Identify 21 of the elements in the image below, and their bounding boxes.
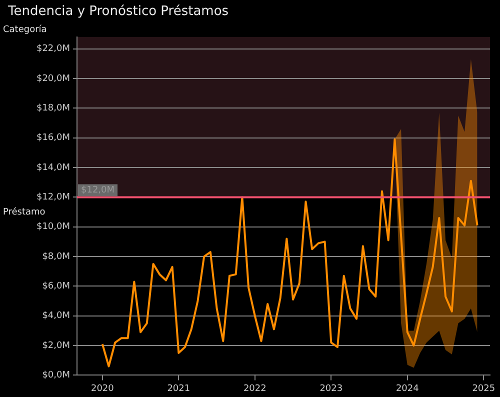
y-tick-label: $0,0M [42,370,70,381]
y-tick-label: $16,0M [36,133,70,144]
x-tick-label: 2023 [320,384,343,394]
chart-title: Tendencia y Pronóstico Préstamos [8,4,229,19]
x-tick-label: 2020 [90,384,114,394]
x-tick-label: 2025 [472,384,496,394]
y-axis-title: Préstamo [3,206,46,218]
y-tick-label: $8,0M [42,252,70,262]
y-tick-label: $18,0M [36,104,70,114]
text: Categoría [3,25,47,35]
x-tick-label: 2024 [396,384,420,394]
y-tick-label: $6,0M [42,282,70,292]
y-tick-label: $22,0M [36,44,70,54]
y-tick-label: $12,0M [36,192,70,203]
x-tick-label: 2021 [167,384,190,394]
y-tick-label: $14,0M [36,162,70,173]
y-tick-label: $10,0M [36,222,70,232]
y-tick-label: $4,0M [42,311,70,322]
x-tick-label: 2022 [243,384,266,394]
y-tick-label: $20,0M [36,74,70,84]
y-tick-label: $2,0M [42,340,70,351]
